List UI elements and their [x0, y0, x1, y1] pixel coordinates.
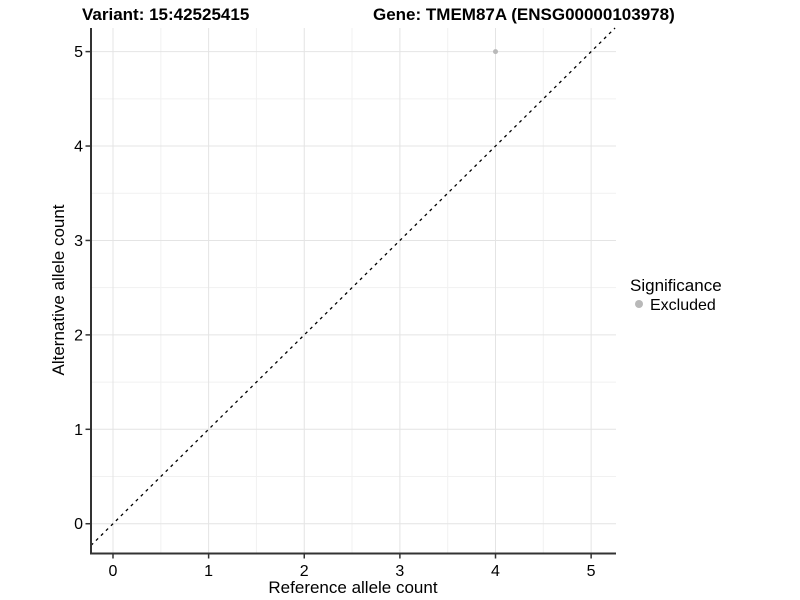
y-axis-title: Alternative allele count — [49, 204, 68, 375]
data-point-excluded — [493, 49, 499, 55]
y-tick-label: 3 — [74, 233, 83, 250]
tick-marks-group — [85, 50, 592, 559]
y-tick-label: 0 — [74, 516, 83, 533]
y-tick-label: 5 — [74, 44, 83, 61]
data-points-group — [493, 49, 499, 55]
plot-title-gene: Gene: TMEM87A (ENSG00000103978) — [373, 5, 675, 24]
plot-title-variant: Variant: 15:42525415 — [82, 5, 249, 24]
identity-line-group — [90, 27, 616, 546]
x-tick-label: 5 — [587, 563, 596, 580]
legend: Significance Excluded — [630, 276, 722, 314]
minor-gridlines — [91, 28, 616, 553]
x-tick-label: 3 — [395, 563, 404, 580]
y-tick-label: 4 — [74, 139, 83, 156]
legend-label-excluded: Excluded — [650, 297, 716, 314]
legend-title: Significance — [630, 276, 722, 295]
x-axis-title: Reference allele count — [268, 578, 437, 597]
x-tick-label: 0 — [109, 563, 118, 580]
identity-line — [90, 27, 616, 546]
major-gridlines — [91, 28, 616, 553]
tick-labels-group: 0 1 2 3 4 5 0 1 2 3 4 5 — [74, 44, 596, 580]
legend-key-excluded-dot-icon — [635, 300, 643, 308]
y-tick-label: 2 — [74, 327, 83, 344]
x-tick-label: 4 — [491, 563, 500, 580]
x-tick-label: 1 — [204, 563, 213, 580]
x-tick-label: 2 — [300, 563, 309, 580]
y-tick-label: 1 — [74, 422, 83, 439]
